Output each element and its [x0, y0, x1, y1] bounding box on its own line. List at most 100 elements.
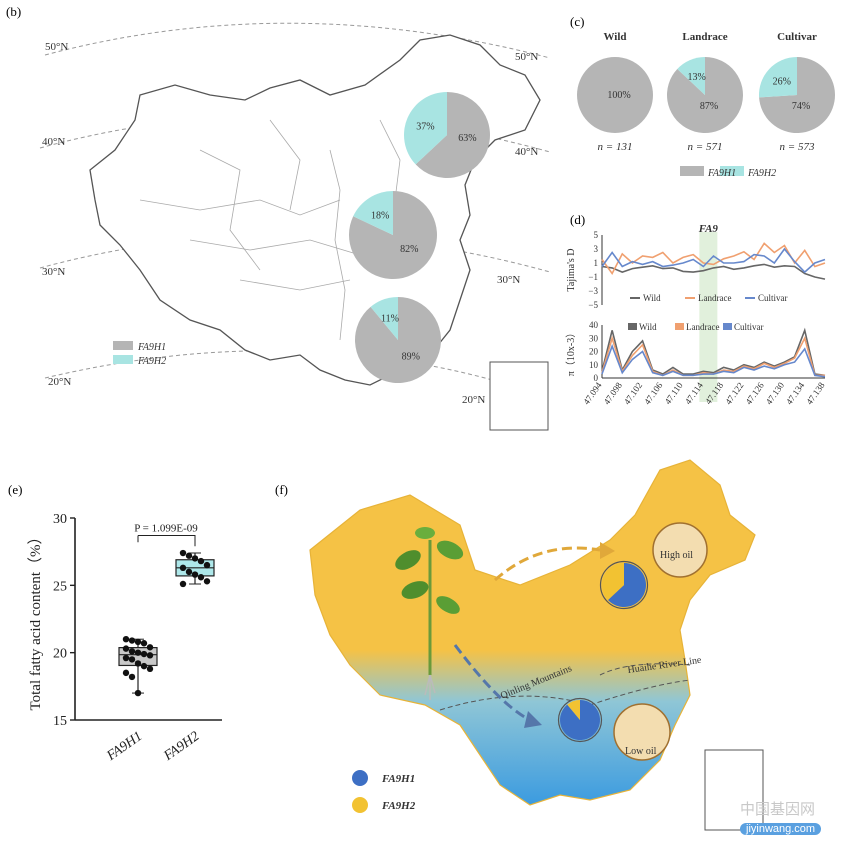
- data-point: [179, 564, 187, 572]
- bottom-legend-label: Wild: [639, 322, 657, 332]
- data-point: [140, 662, 148, 670]
- fa9-highlight: [699, 232, 718, 402]
- pie-h1-label: 63%: [458, 133, 476, 144]
- top-ytick: 3: [594, 244, 599, 254]
- lat-label: 40°N: [515, 146, 538, 158]
- south-china-sea-inset: [489, 361, 549, 431]
- data-point: [191, 555, 199, 562]
- low-oil-label: Low oil: [625, 746, 657, 757]
- lat-label: 20°N: [462, 394, 485, 406]
- p-value: P = 1.099E-09: [134, 523, 198, 535]
- legend-h1-label: FA9H1: [137, 342, 166, 353]
- data-point: [128, 648, 136, 655]
- data-point: [122, 654, 130, 662]
- group-pie-slice: [577, 57, 653, 133]
- panel-f-map: High oil Low oil Qinling Mountains Huaih…: [309, 459, 764, 831]
- legend-h1-label: FA9H1: [381, 773, 415, 785]
- data-point: [140, 640, 148, 647]
- data-point: [197, 557, 205, 565]
- data-point: [185, 552, 193, 559]
- panel-b-label: (b): [6, 4, 22, 19]
- f-pie-slice: [607, 563, 646, 607]
- f-pie-border: [557, 697, 603, 743]
- lat-label: 30°N: [497, 274, 520, 286]
- low-oil-seeds: [613, 703, 671, 761]
- top-ylabel: Tajima's D: [566, 248, 577, 291]
- soybean-plant-illustration: [395, 527, 464, 700]
- top-ytick: −1: [588, 272, 598, 282]
- f-pie-border: [599, 560, 649, 610]
- gene-label: FA9: [698, 223, 719, 235]
- lat-label: 50°N: [45, 41, 68, 53]
- top-legend-label: Landrace: [698, 293, 731, 303]
- group-h1-label: 87%: [700, 101, 718, 112]
- watermark: 中国基因网 jiyinwang.com: [740, 798, 845, 837]
- data-point: [134, 689, 142, 697]
- panel-d-chart: FA9 5 3 1 −1 −3 −5 Tajima's D Wild Landrace Cultiv…: [565, 223, 827, 406]
- legend-dot-h1: [352, 770, 368, 786]
- data-point: [128, 673, 136, 681]
- x-tick: 47.106: [642, 380, 665, 406]
- panel-c-label: (c): [570, 14, 585, 29]
- panel-d-label: (d): [570, 212, 586, 227]
- pie-h2-label: 18%: [371, 211, 389, 222]
- group-pie-slice: [677, 57, 705, 95]
- map-pie-slice: [354, 297, 441, 384]
- tajima-line-cultivar: [601, 247, 826, 274]
- f-pie-slice: [602, 563, 624, 601]
- group-name: Wild: [603, 31, 626, 43]
- legend-h1-label: FA9H1: [707, 168, 736, 179]
- top-ytick: −3: [588, 286, 598, 296]
- group-h2-label: 13%: [688, 72, 706, 83]
- data-point: [197, 574, 205, 581]
- bottom-legend-swatch: [723, 323, 732, 330]
- data-point: [146, 652, 154, 659]
- data-point: [146, 644, 154, 651]
- legend-h2-label: FA9H2: [747, 168, 776, 179]
- top-ytick: 1: [594, 258, 599, 268]
- bottom-legend-label: Landrace: [686, 322, 719, 332]
- x-tick: 47.138: [804, 380, 827, 406]
- pi-line-wild: [601, 327, 826, 377]
- y-tick: 30: [53, 512, 67, 527]
- panel-e-boxplot: 30 25 20 15 Total fatty acid content（%） P = 1…: [27, 512, 222, 764]
- data-point: [146, 665, 154, 673]
- legend-h2-label: FA9H2: [381, 800, 416, 812]
- panel-c-pies: Wild 100% n = 131 Landrace 13% 87% n = 571 Cult…: [577, 31, 835, 179]
- legend-dot-h2: [352, 797, 368, 813]
- data-point: [134, 660, 142, 667]
- top-legend-label: Cultivar: [758, 293, 788, 303]
- x-tick: 47.126: [743, 380, 766, 406]
- tajima-line-landrace: [601, 242, 826, 276]
- x-tick: 47.094: [581, 380, 604, 406]
- panel-b-map: 50°N 50°N 40°N 40°N 30°N 30°N 20°N 20°N …: [39, 22, 551, 431]
- bottom-legend-swatch: [675, 323, 684, 330]
- map-pie-slice: [415, 92, 490, 179]
- pie-h1-label: 82%: [400, 244, 418, 255]
- pie-h1-label: 89%: [402, 351, 420, 362]
- pi-line-cultivar: [601, 343, 826, 378]
- bottom-ytick: 0: [594, 373, 599, 383]
- y-label: Total fatty acid content（%）: [27, 530, 44, 711]
- x-tick: 47.098: [602, 380, 625, 406]
- data-point: [134, 638, 142, 646]
- x-label: FA9H2: [161, 729, 203, 764]
- x-tick: 47.130: [764, 380, 787, 406]
- panel-e-label: (e): [8, 482, 23, 497]
- legend-swatch-h1: [113, 341, 133, 350]
- top-legend-label: Wild: [643, 293, 661, 303]
- f-pie-slice: [567, 700, 580, 720]
- map-pie-slice: [353, 191, 393, 235]
- group-n: n = 573: [780, 141, 815, 153]
- group-h1-label: 100%: [607, 90, 630, 101]
- data-point: [140, 650, 148, 658]
- bottom-ytick: 10: [589, 360, 599, 370]
- data-point: [179, 580, 187, 588]
- china-outline-f: [309, 459, 756, 806]
- bottom-ytick: 40: [589, 320, 599, 330]
- pie-h2-label: 37%: [416, 122, 434, 133]
- group-pie-slice: [759, 57, 797, 98]
- map-pie-slice: [349, 191, 438, 280]
- data-point: [128, 656, 136, 663]
- lat-label: 30°N: [42, 266, 65, 278]
